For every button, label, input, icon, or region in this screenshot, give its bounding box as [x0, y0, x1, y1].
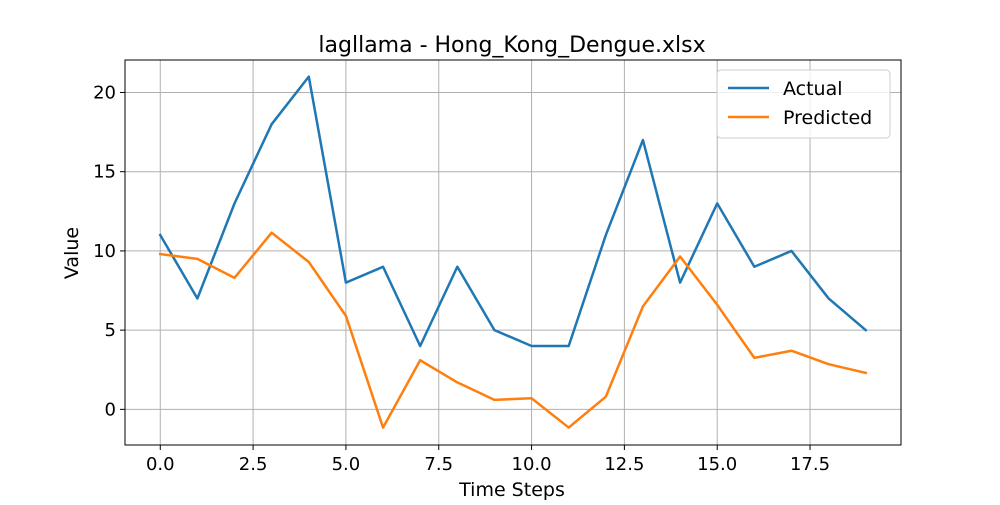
x-tick-label: 15.0 — [697, 454, 737, 475]
y-axis-ticks: 0 5 10 15 20 — [93, 82, 125, 420]
series-line-actual — [158, 75, 868, 348]
legend-label-actual: Actual — [783, 78, 843, 100]
legend: Actual Predicted — [716, 69, 891, 139]
plot-frame — [124, 59, 902, 446]
x-tick-label: 12.5 — [604, 454, 644, 475]
x-tick-label: 5.0 — [332, 454, 361, 475]
y-tick-label: 20 — [93, 82, 116, 103]
y-tick-label: 5 — [105, 320, 116, 341]
chart-title: lagllama - Hong_Kong_Dengue.xlsx — [318, 33, 705, 58]
x-tick-label: 17.5 — [790, 454, 830, 475]
y-tick-label: 0 — [105, 399, 116, 420]
x-tick-label: 0.0 — [146, 454, 175, 475]
y-axis-label: Value — [61, 227, 83, 279]
x-tick-label: 10.0 — [512, 454, 552, 475]
series-lines — [158, 75, 868, 429]
legend-label-predicted: Predicted — [783, 107, 872, 129]
x-tick-label: 7.5 — [424, 454, 453, 475]
y-tick-label: 15 — [93, 162, 116, 183]
x-axis-label: Time Steps — [458, 479, 565, 500]
x-axis-ticks: 0.0 2.5 5.0 7.5 10.0 12.5 15.0 17.5 — [146, 445, 830, 475]
series-line-predicted — [158, 231, 868, 429]
x-tick-label: 2.5 — [239, 454, 268, 475]
y-tick-label: 10 — [93, 241, 116, 262]
